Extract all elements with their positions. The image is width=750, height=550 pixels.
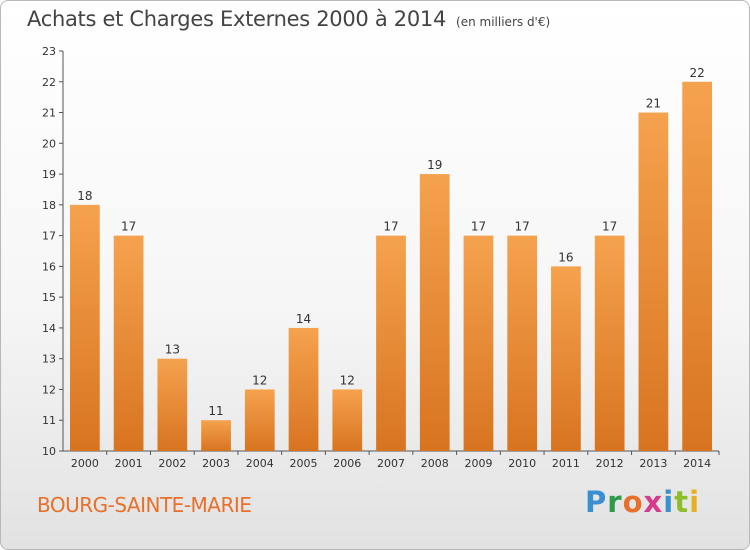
y-tick-label: 15 bbox=[42, 291, 56, 304]
commune-name: BOURG-SAINTE-MARIE bbox=[37, 493, 252, 517]
logo-letter: t bbox=[674, 485, 690, 519]
y-tick-label: 20 bbox=[42, 137, 56, 150]
proxiti-logo[interactable]: Proxiti bbox=[585, 485, 700, 519]
y-tick-label: 14 bbox=[42, 322, 56, 335]
bar-data-label: 17 bbox=[602, 220, 617, 234]
bar bbox=[463, 235, 494, 451]
y-tick-label: 21 bbox=[42, 107, 56, 120]
y-tick-label: 12 bbox=[42, 383, 56, 396]
x-tick-label: 2011 bbox=[552, 457, 580, 470]
bar-data-label: 17 bbox=[471, 220, 486, 234]
y-tick-label: 23 bbox=[42, 45, 56, 58]
bar-data-label: 11 bbox=[208, 404, 223, 418]
bar bbox=[638, 112, 669, 452]
bar bbox=[594, 235, 625, 451]
bar-data-label: 16 bbox=[558, 250, 573, 264]
x-tick-label: 2002 bbox=[158, 457, 186, 470]
bar bbox=[113, 235, 144, 451]
y-tick-label: 10 bbox=[42, 445, 56, 458]
x-tick-label: 2005 bbox=[290, 457, 318, 470]
bar bbox=[551, 266, 581, 451]
y-tick-label: 17 bbox=[42, 230, 56, 243]
bar bbox=[376, 235, 406, 451]
x-tick-label: 2006 bbox=[333, 457, 361, 470]
bar-data-label: 12 bbox=[252, 373, 267, 387]
logo-letter: i bbox=[663, 485, 675, 519]
bar-data-label: 21 bbox=[646, 97, 661, 111]
x-tick-label: 2003 bbox=[202, 457, 230, 470]
bar-data-label: 12 bbox=[340, 373, 355, 387]
x-tick-label: 2007 bbox=[377, 457, 405, 470]
bar bbox=[201, 420, 231, 451]
x-tick-label: 2000 bbox=[71, 457, 99, 470]
logo-letter: r bbox=[607, 485, 623, 519]
bar bbox=[244, 389, 275, 451]
bar bbox=[69, 204, 100, 451]
bar-data-label: 14 bbox=[296, 312, 311, 326]
bar-data-label: 22 bbox=[689, 66, 704, 80]
bar-data-label: 18 bbox=[77, 189, 92, 203]
x-tick-label: 2009 bbox=[464, 457, 492, 470]
x-tick-label: 2013 bbox=[639, 457, 667, 470]
x-tick-label: 2001 bbox=[115, 457, 143, 470]
bar bbox=[682, 81, 713, 452]
bar-data-label: 13 bbox=[165, 343, 180, 357]
x-tick-label: 2012 bbox=[596, 457, 624, 470]
logo-letter: o bbox=[622, 485, 644, 519]
bar bbox=[157, 358, 188, 451]
bar bbox=[332, 389, 363, 451]
y-tick-label: 18 bbox=[42, 199, 56, 212]
bar-data-label: 19 bbox=[427, 158, 442, 172]
bar bbox=[288, 327, 319, 451]
chart-axes: 10 11 12 13 14 15 16 17 18 19 20 21 22 23 2000 2001 2002… bbox=[42, 45, 720, 470]
bar bbox=[419, 174, 450, 452]
x-tick-label: 2014 bbox=[683, 457, 711, 470]
bar-data-label: 17 bbox=[121, 220, 136, 234]
logo-letter: x bbox=[643, 485, 664, 519]
y-tick-label: 13 bbox=[42, 353, 56, 366]
bar-data-label: 17 bbox=[515, 220, 530, 234]
chart-bars bbox=[69, 81, 713, 452]
chart-title-text: Achats et Charges Externes 2000 à 2014 bbox=[27, 7, 447, 31]
chart-title: Achats et Charges Externes 2000 à 2014 (e… bbox=[27, 7, 550, 31]
y-tick-label: 22 bbox=[42, 76, 56, 89]
x-tick-label: 2004 bbox=[246, 457, 274, 470]
chart-data-labels: 18 17 13 11 12 14 12 17 19 17 17 16 17 21 22 bbox=[77, 66, 705, 418]
bar-data-label: 17 bbox=[383, 220, 398, 234]
logo-letter: i bbox=[689, 485, 701, 519]
y-tick-label: 11 bbox=[42, 414, 56, 427]
bar bbox=[507, 235, 538, 451]
x-tick-label: 2008 bbox=[421, 457, 449, 470]
y-tick-label: 16 bbox=[42, 260, 56, 273]
chart-unit-label: (en milliers d'€) bbox=[456, 15, 551, 29]
logo-letter: P bbox=[585, 485, 608, 519]
x-tick-label: 2010 bbox=[508, 457, 536, 470]
y-tick-label: 19 bbox=[42, 168, 56, 181]
